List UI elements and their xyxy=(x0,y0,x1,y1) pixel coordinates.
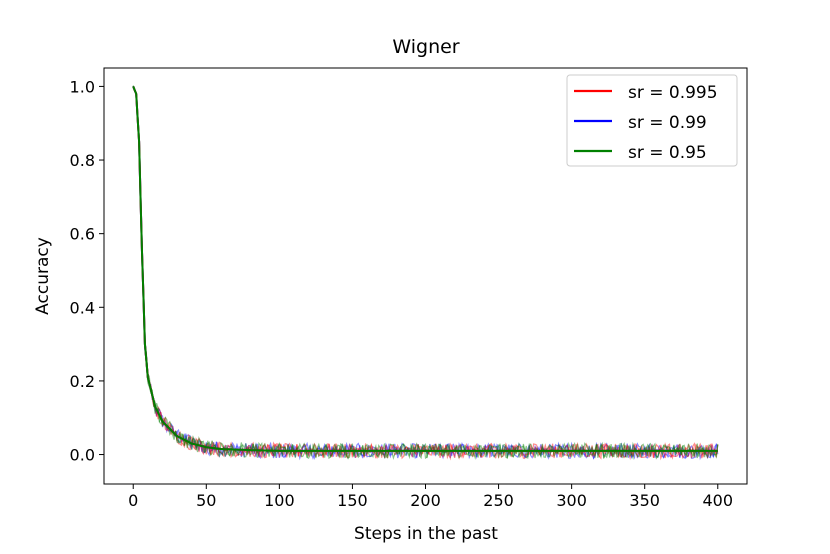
x-tick-label: 50 xyxy=(196,491,216,510)
x-tick-label: 100 xyxy=(264,491,295,510)
x-tick-label: 0 xyxy=(128,491,138,510)
y-tick-label: 0.4 xyxy=(70,298,95,317)
legend-label-sr-0995: sr = 0.995 xyxy=(628,83,718,103)
x-tick-label: 150 xyxy=(337,491,368,510)
y-axis-ticks: 0.0 0.2 0.4 0.6 0.8 1.0 xyxy=(70,77,104,465)
legend-label-sr-095: sr = 0.95 xyxy=(628,143,707,163)
y-tick-label: 0.2 xyxy=(70,372,95,391)
y-tick-label: 0.8 xyxy=(70,151,95,170)
legend-box xyxy=(566,74,738,167)
y-tick-label: 0.6 xyxy=(70,225,95,244)
x-tick-label: 400 xyxy=(702,491,733,510)
x-axis-ticks: 0 50 100 150 200 250 300 350 400 xyxy=(128,484,733,510)
legend-label-sr-099: sr = 0.99 xyxy=(628,113,707,133)
chart-title: Wigner xyxy=(392,36,459,58)
y-axis-label: Accuracy xyxy=(33,237,53,315)
series-line xyxy=(132,86,718,452)
y-tick-label: 1.0 xyxy=(70,77,95,96)
x-axis-label: Steps in the past xyxy=(354,524,498,544)
series-noise-trace xyxy=(132,85,719,461)
series-lines xyxy=(132,86,718,452)
series-noise-trace xyxy=(132,87,719,460)
x-tick-label: 200 xyxy=(410,491,441,510)
series-noise-trace xyxy=(132,85,719,461)
x-tick-label: 250 xyxy=(483,491,514,510)
series-noise-trace xyxy=(132,87,719,461)
series-noise-trace xyxy=(132,86,719,460)
y-tick-label: 0.0 xyxy=(70,446,95,465)
x-tick-label: 300 xyxy=(556,491,587,510)
legend: sr = 0.995 sr = 0.99 sr = 0.95 xyxy=(566,74,738,167)
x-tick-label: 350 xyxy=(629,491,660,510)
